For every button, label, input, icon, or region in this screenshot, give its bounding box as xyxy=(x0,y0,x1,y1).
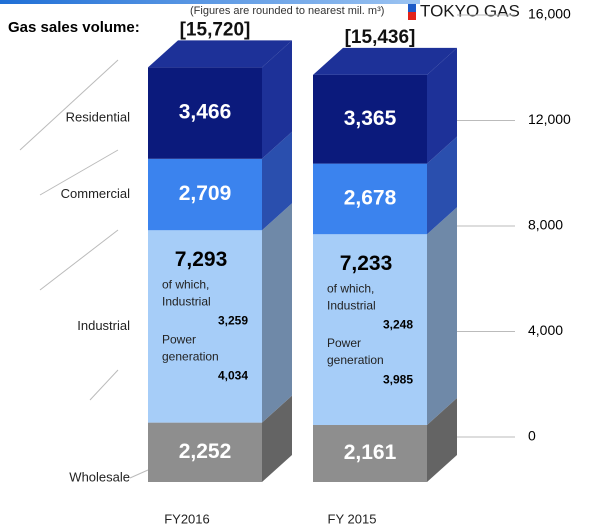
breakdown-prefix: of which, xyxy=(162,277,209,291)
bar-top xyxy=(148,40,292,68)
breakdown-value: 3,248 xyxy=(383,317,413,331)
bar-side xyxy=(262,203,292,423)
bar-side xyxy=(262,40,292,159)
bar-segment xyxy=(313,234,427,426)
total-label: [15,436] xyxy=(345,27,416,48)
leader-line xyxy=(129,469,149,479)
y-tick-label: 16,000 xyxy=(528,6,571,22)
bar-side xyxy=(262,395,292,482)
y-tick-label: 0 xyxy=(528,428,536,444)
leader-line xyxy=(39,149,119,196)
logo-mark xyxy=(408,12,416,20)
leader-line xyxy=(19,59,119,151)
breakdown-value: 3,259 xyxy=(218,313,248,327)
leader-line xyxy=(89,369,119,401)
legend-label: Residential xyxy=(66,110,130,125)
breakdown-name: Industrial xyxy=(327,298,376,312)
breakdown-value: 3,985 xyxy=(383,372,413,386)
value-label: 2,678 xyxy=(344,186,397,209)
value-label: 3,466 xyxy=(179,101,232,124)
x-tick-label: FY2016 xyxy=(164,511,210,526)
bar-side xyxy=(427,398,457,482)
bar-segment xyxy=(313,163,427,235)
bar-segment xyxy=(148,158,262,231)
bar-segment xyxy=(313,425,427,482)
y-tick-label: 4,000 xyxy=(528,322,563,338)
value-label: 2,709 xyxy=(179,182,232,205)
value-label: 2,161 xyxy=(344,441,397,464)
bar-top xyxy=(313,47,457,75)
leader-lines xyxy=(19,59,149,479)
bar-side xyxy=(427,136,457,235)
bar-segment xyxy=(148,67,262,159)
breakdown-prefix: of which, xyxy=(327,281,374,295)
legend-label: Commercial xyxy=(61,186,130,201)
bar-segment xyxy=(148,230,262,423)
breakdown-name: Industrial xyxy=(162,294,211,308)
bar-segment xyxy=(313,74,427,164)
x-tick-label: FY 2015 xyxy=(328,511,377,526)
legend-label: Industrial xyxy=(77,318,130,333)
leader-line xyxy=(39,229,119,291)
legend-label: Wholesale xyxy=(69,469,130,484)
bar-segment xyxy=(148,422,262,482)
value-label: 3,365 xyxy=(344,107,397,130)
bar-side xyxy=(427,47,457,164)
chart-title: Gas sales volume: xyxy=(8,19,140,36)
value-label: 7,293 xyxy=(175,248,228,271)
logo-mark xyxy=(408,4,416,12)
y-tick-label: 12,000 xyxy=(528,111,571,127)
chart-subtitle: (Figures are rounded to nearest mil. m³) xyxy=(190,5,384,17)
breakdown-name: Power generation xyxy=(162,332,219,363)
bar-side xyxy=(262,131,292,231)
breakdown-name: Power generation xyxy=(327,336,384,367)
bar-side xyxy=(427,207,457,426)
total-label: [15,720] xyxy=(180,19,251,40)
value-label: 2,252 xyxy=(179,440,232,463)
top-band xyxy=(0,0,420,4)
logo: TOKYO GAS xyxy=(420,1,520,20)
breakdown-value: 4,034 xyxy=(218,368,248,382)
value-label: 7,233 xyxy=(340,252,393,275)
y-tick-label: 8,000 xyxy=(528,217,563,233)
